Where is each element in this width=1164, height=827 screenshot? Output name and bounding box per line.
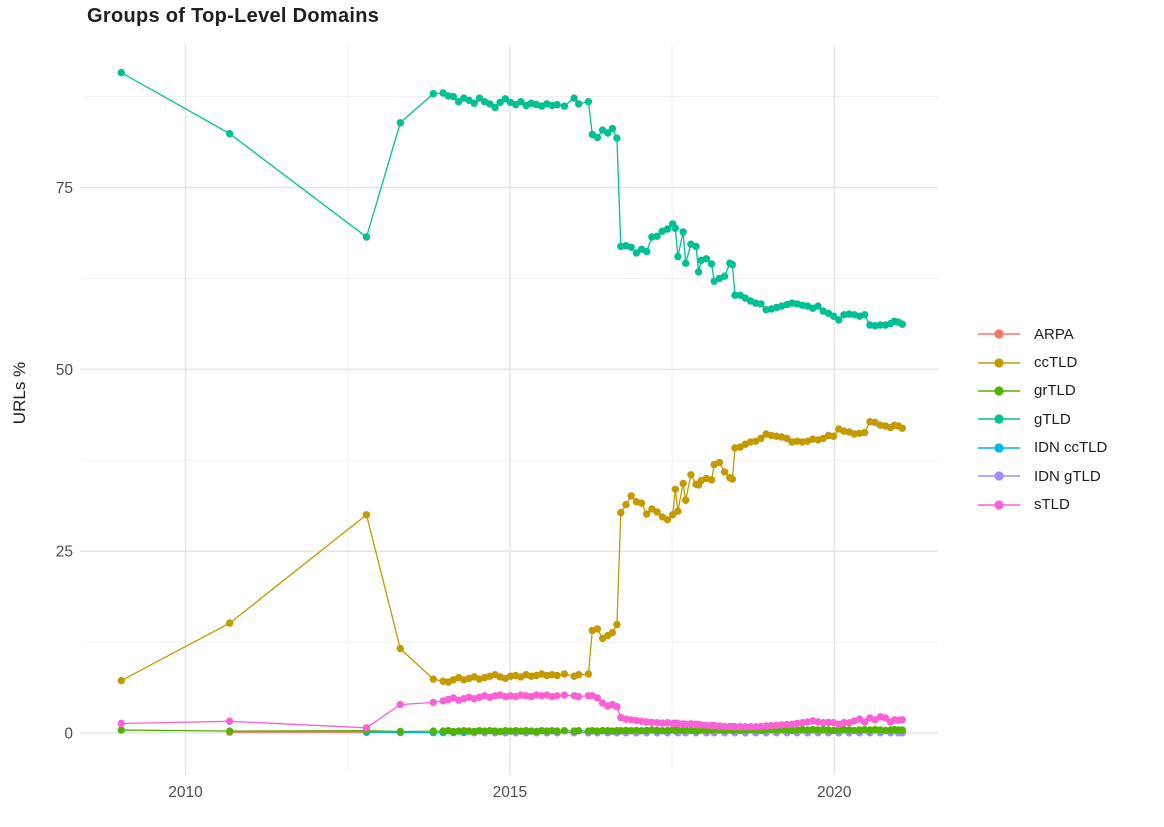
y-tick-label: 75 xyxy=(56,180,73,197)
series-points-cctld xyxy=(117,418,906,686)
legend-key-icon xyxy=(978,357,1020,368)
legend-item-gtld: gTLD xyxy=(976,405,1107,433)
series-line-gtld xyxy=(120,72,903,327)
legend-key-icon xyxy=(978,329,1020,339)
axis-tick-labels: 2010 2015 2020 0 25 50 75 xyxy=(56,180,852,801)
legend-label: IDN ccTLD xyxy=(1034,439,1108,457)
legend-label: gTLD xyxy=(1034,410,1071,428)
legend-item-idn-gtld: IDN gTLD xyxy=(976,462,1107,490)
series-cctld xyxy=(117,418,906,686)
legend-key-icon xyxy=(978,386,1020,396)
series-stld xyxy=(117,691,906,732)
x-tick-label: 2010 xyxy=(168,784,203,801)
legend-item-arpa: ARPA xyxy=(976,320,1107,348)
legend-key-icon xyxy=(978,471,1020,481)
series-grtld xyxy=(117,725,906,736)
legend-label: sTLD xyxy=(1034,496,1070,514)
series-line-cctld xyxy=(120,420,903,683)
legend-label: ccTLD xyxy=(1034,354,1078,372)
legend-label: IDN gTLD xyxy=(1034,467,1101,485)
legend-key-icon xyxy=(978,443,1020,453)
x-tick-label: 2015 xyxy=(493,784,527,801)
gridlines-major xyxy=(80,45,938,775)
series-gtld xyxy=(117,68,906,330)
chart-title: Groups of Top-Level Domains xyxy=(87,5,380,27)
series-points-gtld xyxy=(117,68,906,330)
gridlines-minor xyxy=(85,45,938,770)
series-points-stld xyxy=(117,691,906,732)
legend-item-stld: sTLD xyxy=(976,490,1107,518)
legend-label: grTLD xyxy=(1034,382,1076,400)
y-tick-label: 25 xyxy=(56,544,73,561)
legend-item-grtld: grTLD xyxy=(976,377,1107,405)
legend-item-idn-cctld: IDN ccTLD xyxy=(976,434,1107,462)
legend: ARPA ccTLD grTLD gTLD IDN ccTLD IDN gTLD sTLD xyxy=(976,320,1107,519)
x-tick-label: 2020 xyxy=(817,784,852,801)
legend-key-icon xyxy=(978,414,1020,424)
y-tick-label: 0 xyxy=(64,725,73,742)
y-axis-title: URLs % xyxy=(10,361,29,425)
legend-item-cctld: ccTLD xyxy=(976,348,1107,376)
series-points-grtld xyxy=(117,725,906,736)
legend-key-icon xyxy=(978,499,1020,510)
legend-label: ARPA xyxy=(1034,325,1074,343)
y-tick-label: 50 xyxy=(56,362,74,379)
